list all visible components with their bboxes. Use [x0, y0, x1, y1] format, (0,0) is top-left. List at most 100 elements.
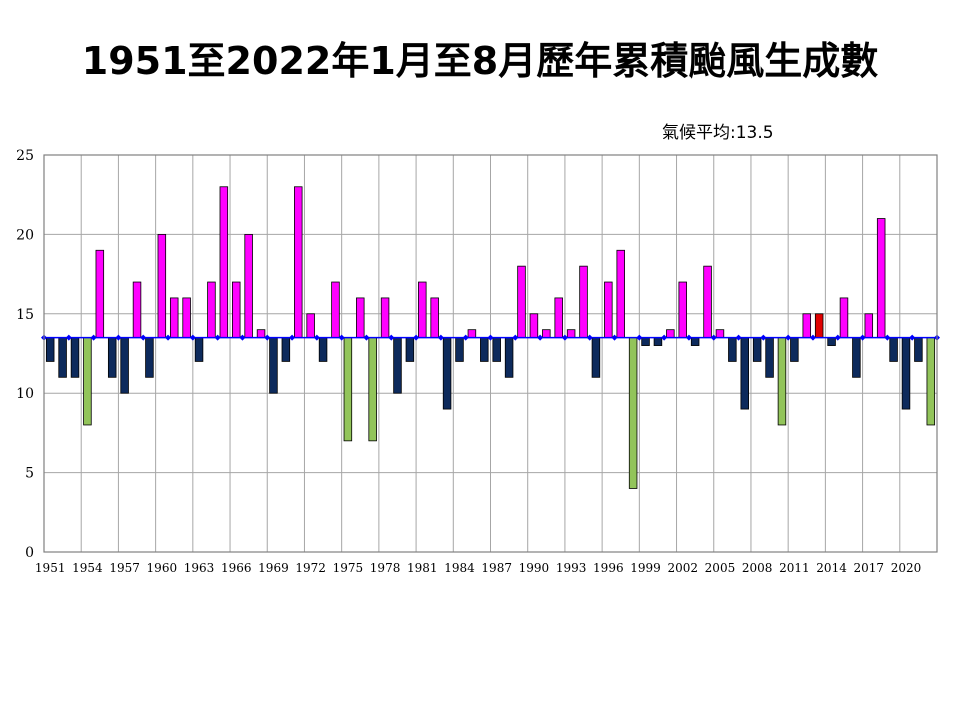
average-marker [661, 334, 668, 341]
bar-1991 [542, 329, 551, 339]
bar-1973 [318, 337, 328, 362]
average-marker [165, 334, 172, 341]
bar-2008 [752, 337, 762, 362]
bar-1964 [207, 281, 216, 339]
average-marker [809, 334, 816, 341]
bar-1974 [331, 281, 340, 339]
average-marker [611, 334, 618, 341]
bar-1957 [120, 337, 129, 394]
bar-1987 [492, 337, 501, 362]
bar-1978 [380, 297, 390, 339]
y-tick-label: 0 [25, 545, 34, 561]
average-marker [636, 334, 643, 341]
axis-layer: 0 5 10 15 20 25 1951 1954 1957 1960 1963 1966 1969 19… [16, 148, 938, 575]
bar-2014 [827, 337, 836, 346]
x-tick-label: 2017 [854, 561, 885, 575]
average-marker [363, 334, 370, 341]
average-marker [338, 334, 345, 341]
bar-2004 [703, 265, 712, 339]
bar-1984 [455, 337, 464, 362]
bar-1971 [294, 186, 303, 339]
bar-2007 [740, 337, 750, 410]
y-tick-label: 20 [16, 227, 34, 243]
bar-1972 [306, 313, 315, 339]
x-tick-label: 2005 [705, 561, 736, 575]
bar-2003 [690, 337, 700, 346]
average-marker [785, 334, 792, 341]
x-tick-label: 1990 [519, 561, 550, 575]
average-marker [760, 334, 767, 341]
climate-average-label: 氣候平均:13.5 [662, 123, 774, 143]
bar-1992 [554, 297, 563, 339]
average-marker [413, 334, 420, 341]
bar-1960 [157, 233, 167, 339]
average-marker [735, 334, 742, 341]
bar-1968 [256, 329, 266, 339]
average-marker [909, 334, 916, 341]
bar-2012 [802, 313, 812, 339]
bar-1954 [83, 337, 92, 426]
average-marker [388, 334, 395, 341]
x-tick-label: 1951 [35, 561, 66, 575]
grid-layer [43, 154, 937, 553]
average-marker [561, 334, 568, 341]
bar-1958 [132, 281, 142, 339]
x-tick-label: 2014 [816, 561, 847, 575]
x-tick-label: 2008 [742, 561, 773, 575]
average-marker [65, 334, 72, 341]
average-marker [313, 334, 320, 341]
x-tick-label: 1984 [444, 561, 475, 575]
average-marker [437, 334, 444, 341]
average-marker [834, 334, 841, 341]
bar-1967 [244, 233, 253, 339]
y-tick-label: 15 [16, 307, 34, 323]
bar-2009 [765, 337, 774, 378]
average-marker [214, 334, 221, 341]
x-tick-label: 2002 [667, 561, 698, 575]
x-tick-label: 1999 [630, 561, 661, 575]
average-marker [487, 334, 494, 341]
bar-2002 [678, 281, 687, 339]
bar-1980 [405, 337, 415, 362]
bar-1983 [442, 337, 452, 410]
bar-1985 [467, 329, 477, 339]
bar-1963 [194, 337, 204, 362]
bar-1977 [368, 337, 377, 442]
bar-1970 [281, 337, 291, 362]
bar-2011 [790, 337, 799, 362]
bar-2006 [728, 337, 737, 362]
average-marker [289, 334, 296, 341]
bar-1999 [641, 337, 650, 346]
x-tick-label: 1975 [333, 561, 364, 575]
bar-1993 [566, 329, 576, 339]
average-marker [512, 334, 519, 341]
y-tick-label: 10 [16, 386, 34, 402]
average-marker [90, 334, 97, 341]
bar-1951 [45, 337, 55, 362]
bar-1982 [430, 297, 439, 339]
average-marker [586, 334, 593, 341]
bar-1966 [231, 281, 241, 339]
bar-2018 [876, 218, 886, 339]
bar-1976 [356, 297, 365, 339]
bar-1955 [95, 249, 105, 339]
x-tick-label: 2020 [891, 561, 922, 575]
bar-1969 [269, 337, 278, 394]
x-tick-label: 1966 [221, 561, 252, 575]
bar-1994 [579, 265, 588, 339]
x-tick-label: 1960 [147, 561, 178, 575]
average-marker [685, 334, 692, 341]
bar-2000 [653, 337, 663, 346]
x-tick-label: 1963 [184, 561, 215, 575]
bar-1975 [343, 337, 353, 442]
bar-1990 [529, 313, 539, 339]
average-line-layer [41, 334, 940, 341]
bar-1998 [628, 337, 638, 489]
bar-1995 [591, 337, 601, 378]
bar-1996 [604, 281, 613, 339]
bar-2019 [889, 337, 898, 362]
bar-2005 [715, 329, 725, 339]
bar-2021 [914, 337, 923, 362]
average-marker [264, 334, 271, 341]
